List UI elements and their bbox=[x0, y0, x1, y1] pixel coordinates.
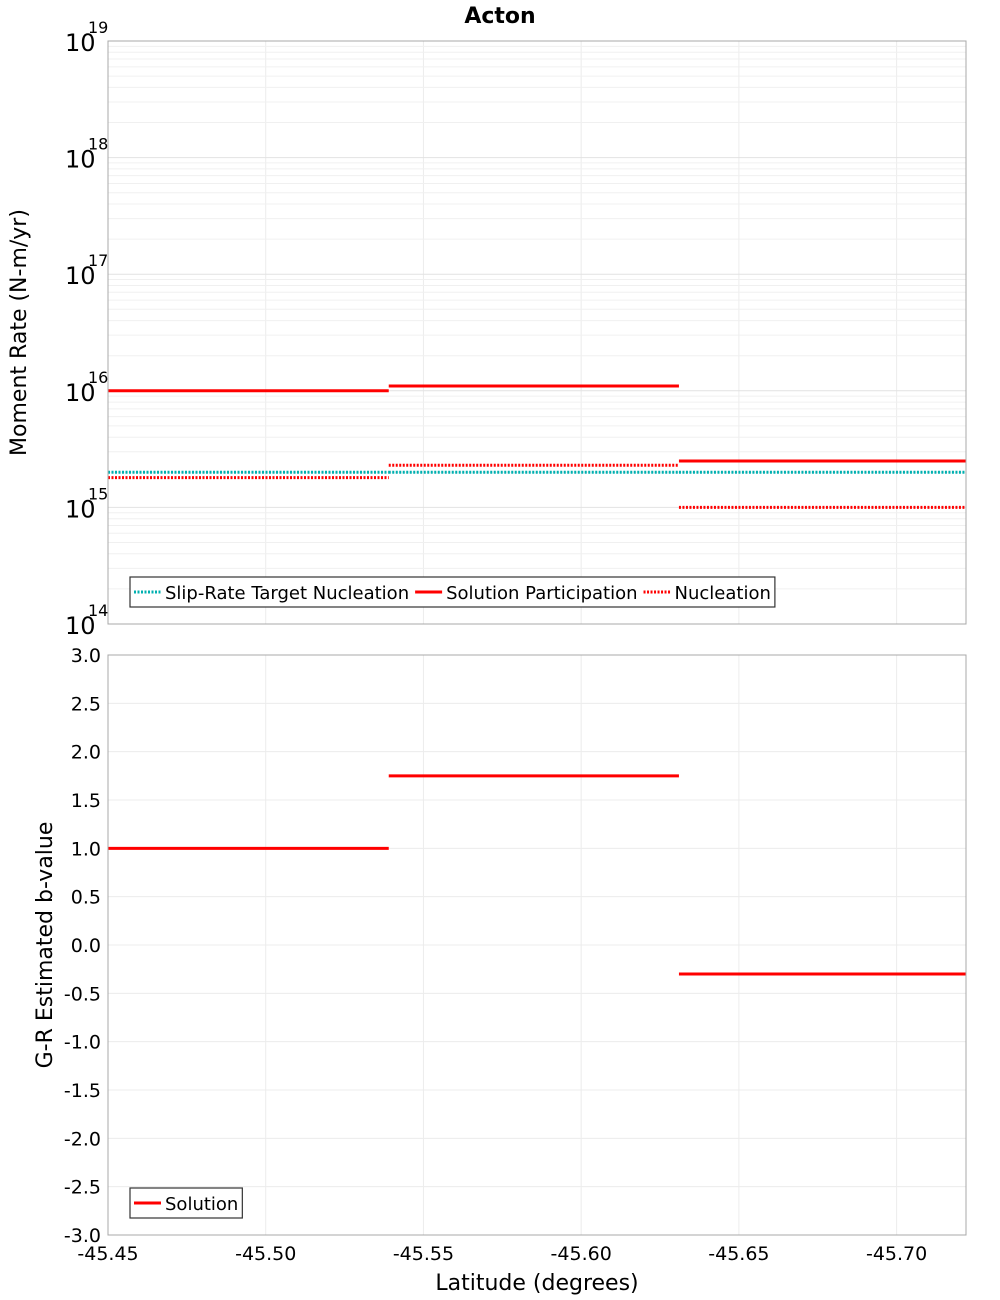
series-nucleation bbox=[108, 463, 966, 509]
x-tick-label: -45.70 bbox=[866, 1243, 927, 1265]
y-tick-base: 10 bbox=[65, 29, 96, 57]
legend: Slip-Rate Target Nucleation Solution Part… bbox=[129, 576, 776, 608]
y-tick-label: 1.5 bbox=[71, 790, 101, 812]
y-tick-label: 1.0 bbox=[71, 838, 101, 860]
x-tick-label: -45.45 bbox=[77, 1243, 138, 1265]
chart-title: Acton bbox=[464, 4, 535, 29]
gridlines bbox=[107, 41, 966, 625]
y-axis-label: Moment Rate (N-m/yr) bbox=[7, 209, 32, 456]
legend: Solution bbox=[129, 1187, 243, 1219]
legend-label: Nucleation bbox=[675, 583, 771, 604]
legend-label: Slip-Rate Target Nucleation bbox=[165, 583, 409, 604]
y-tick-label: 2.0 bbox=[71, 742, 101, 764]
series-solution bbox=[108, 774, 966, 976]
y-tick-label: 0.0 bbox=[71, 935, 101, 957]
y-tick-exponent: 19 bbox=[88, 18, 108, 37]
x-tick-label: -45.50 bbox=[235, 1243, 296, 1265]
y-tick-label: 2.5 bbox=[71, 693, 101, 715]
plot-border bbox=[107, 40, 967, 625]
y-tick-exponent: 14 bbox=[88, 601, 108, 620]
y-tick-exponent: 15 bbox=[88, 484, 108, 503]
y-tick-base: 10 bbox=[65, 612, 96, 640]
x-tick-label: -45.65 bbox=[708, 1243, 769, 1265]
y-tick-label: 0.5 bbox=[71, 887, 101, 909]
y-tick-label: -3.0 bbox=[64, 1225, 101, 1247]
x-tick-label: -45.60 bbox=[551, 1243, 612, 1265]
y-tick-base: 10 bbox=[65, 495, 96, 523]
y-tick-label: 3.0 bbox=[71, 645, 101, 667]
panel-2: 3.0 2.5 2.0 1.5 1.0 0.5 0.0 -0.5 -1.0 -1.5 -2.0 -2.… bbox=[33, 645, 967, 1247]
y-tick-exponent: 17 bbox=[88, 251, 108, 270]
y-tick-label: -2.5 bbox=[64, 1177, 101, 1199]
y-tick-label: -1.5 bbox=[64, 1080, 101, 1102]
legend-label: Solution bbox=[165, 1194, 238, 1215]
series-solution-participation bbox=[108, 384, 966, 463]
x-axis-label: Latitude (degrees) bbox=[435, 1271, 638, 1296]
y-tick-exponent: 16 bbox=[88, 368, 108, 387]
legend-box bbox=[129, 576, 776, 608]
y-tick-base: 10 bbox=[65, 379, 96, 407]
plot-area bbox=[108, 41, 966, 624]
y-tick-label: -2.0 bbox=[64, 1128, 101, 1150]
y-tick-exponent: 18 bbox=[88, 135, 108, 154]
y-tick-label: -1.0 bbox=[64, 1032, 101, 1054]
plot-border bbox=[107, 654, 967, 1236]
y-tick-label: -0.5 bbox=[64, 983, 101, 1005]
legend-label: Solution Participation bbox=[446, 583, 637, 604]
y-tick-base: 10 bbox=[65, 262, 96, 290]
y-tick-base: 10 bbox=[65, 146, 96, 174]
x-tick-label: -45.55 bbox=[393, 1243, 454, 1265]
y-axis-label: G-R Estimated b-value bbox=[33, 822, 58, 1069]
